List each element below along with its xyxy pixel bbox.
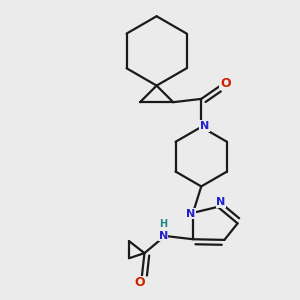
Text: N: N xyxy=(186,209,195,219)
Text: O: O xyxy=(220,76,231,89)
Text: N: N xyxy=(159,231,168,241)
Text: O: O xyxy=(135,276,146,289)
Text: N: N xyxy=(200,121,209,131)
Text: N: N xyxy=(217,197,226,207)
Text: H: H xyxy=(159,219,167,229)
